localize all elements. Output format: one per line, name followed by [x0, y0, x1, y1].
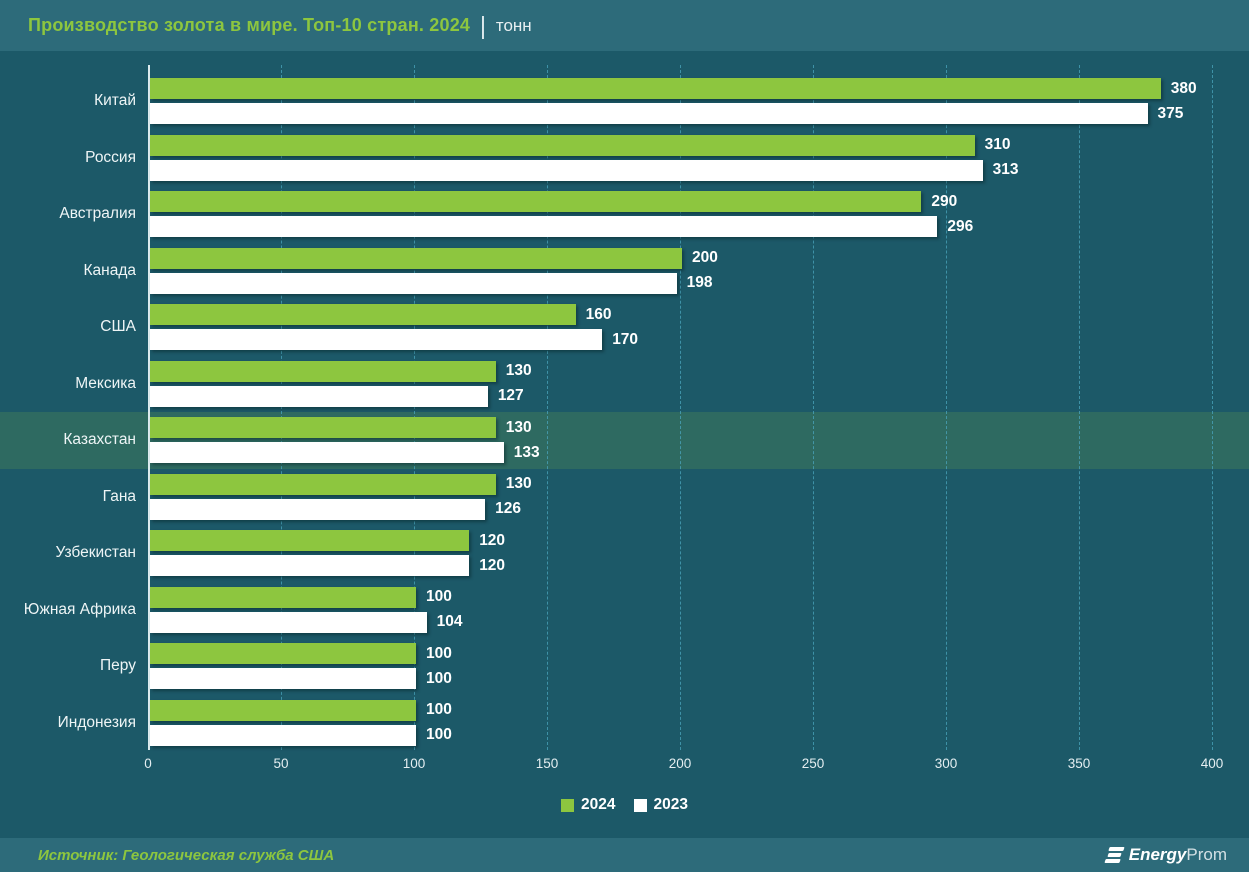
- x-tick-50: 50: [273, 756, 289, 771]
- value-label-2024-Китай: 380: [1170, 79, 1197, 97]
- legend-swatch-2024: [561, 798, 575, 812]
- value-label-2023-Гана: 126: [495, 500, 522, 517]
- x-tick-400: 400: [1200, 756, 1224, 771]
- value-label-2023-Казахстан: 133: [513, 443, 540, 461]
- category-label-Гана: Гана: [102, 487, 136, 505]
- value-label-2024-Гана: 130: [505, 475, 532, 492]
- bar-2023-Индонезия: [150, 724, 416, 746]
- gridline-350: [1079, 65, 1080, 750]
- value-label-2023-Южная Африка: 104: [436, 613, 463, 630]
- category-label-Индонезия: Индонезия: [57, 713, 136, 731]
- value-label-2023-США: 170: [612, 330, 639, 348]
- category-label-Узбекистан: Узбекистан: [55, 544, 136, 561]
- legend: 2024 2023: [0, 794, 1249, 816]
- bar-2024-Южная Африка: [150, 586, 416, 608]
- value-label-2023-Австралия: 296: [947, 217, 974, 235]
- category-label-Мексика: Мексика: [75, 374, 136, 392]
- gridline-100: [414, 65, 415, 750]
- bar-2023-Казахстан: [150, 442, 504, 463]
- bar-2024-Узбекистан: [150, 530, 470, 551]
- gridline-150: [547, 65, 548, 750]
- bar-2023-Россия: [150, 159, 983, 181]
- bar-2024-Канада: [150, 247, 682, 269]
- legend-label-2023: 2023: [653, 796, 688, 813]
- bar-2023-Китай: [150, 103, 1148, 124]
- logo-text: EnergyProm: [1128, 845, 1227, 864]
- value-label-2024-Узбекистан: 120: [479, 531, 506, 549]
- category-label-Перу: Перу: [100, 657, 136, 674]
- value-label-2024-Казахстан: 130: [505, 418, 532, 436]
- bar-2024-Казахстан: [150, 417, 496, 438]
- value-label-2024-Индонезия: 100: [426, 701, 452, 718]
- title-separator: |: [480, 10, 486, 40]
- bar-2024-Индонезия: [150, 699, 416, 721]
- chart-unit-label: тонн: [495, 15, 532, 35]
- x-tick-150: 150: [535, 756, 559, 771]
- energyprom-logo: EnergyProm: [1104, 845, 1227, 865]
- chart-title: Производство золота в мире. Топ-10 стран…: [28, 15, 471, 35]
- value-label-2023-Китай: 375: [1157, 104, 1184, 122]
- category-label-США: США: [100, 318, 136, 335]
- x-tick-300: 300: [934, 756, 958, 771]
- value-label-2024-Перу: 100: [426, 644, 452, 662]
- value-label-2023-Индонезия: 100: [426, 726, 452, 743]
- value-label-2024-Канада: 200: [692, 249, 718, 266]
- value-label-2023-Перу: 100: [426, 669, 452, 687]
- category-label-Южная Африка: Южная Африка: [23, 600, 136, 618]
- gridline-250: [813, 65, 814, 750]
- value-label-2024-США: 160: [585, 305, 612, 323]
- bar-2023-Мексика: [150, 385, 488, 407]
- bar-2024-США: [150, 304, 576, 325]
- x-tick-0: 0: [144, 756, 152, 771]
- gridline-200: [680, 65, 681, 750]
- gridline-300: [946, 65, 947, 750]
- chart-area: Китай 380 375 Россия 310 313 Австралия 290 296 Ка…: [0, 51, 1249, 838]
- value-label-2023-Мексика: 127: [497, 387, 524, 404]
- chart-header: Производство золота в мире. Топ-10 стран…: [0, 0, 1249, 51]
- bar-2023-Австралия: [150, 216, 938, 237]
- x-tick-200: 200: [668, 756, 692, 771]
- x-tick-100: 100: [402, 756, 426, 771]
- bar-2023-Узбекистан: [150, 555, 470, 576]
- category-label-Австралия: Австралия: [59, 205, 136, 222]
- value-label-2024-Австралия: 290: [931, 192, 958, 210]
- bar-2024-Перу: [150, 643, 416, 664]
- category-label-Россия: Россия: [85, 148, 136, 166]
- gridline-400: [1212, 65, 1213, 750]
- bar-2024-Мексика: [150, 360, 496, 382]
- category-label-Канада: Канада: [83, 261, 137, 279]
- bar-2024-Гана: [150, 473, 496, 495]
- bar-2023-США: [150, 329, 603, 350]
- category-label-Казахстан: Казахстан: [63, 431, 136, 448]
- y-axis-line: [148, 65, 150, 750]
- energyprom-logo-icon: [1104, 847, 1125, 863]
- legend-item-2024: 2024: [561, 796, 616, 814]
- category-label-Китай: Китай: [94, 92, 136, 109]
- legend-item-2023: 2023: [633, 796, 688, 814]
- value-label-2023-Канада: 198: [686, 274, 713, 291]
- bar-2024-Россия: [150, 134, 975, 156]
- bar-2024-Китай: [150, 78, 1161, 99]
- legend-swatch-2023: [633, 798, 647, 812]
- bar-2024-Австралия: [150, 191, 922, 212]
- gridline-50: [281, 65, 282, 750]
- value-label-2023-Россия: 313: [992, 161, 1019, 178]
- x-tick-350: 350: [1067, 756, 1091, 771]
- x-tick-250: 250: [801, 756, 825, 771]
- source-label: Источник: Геологическая служба США: [38, 846, 335, 864]
- legend-label-2024: 2024: [581, 796, 616, 813]
- value-label-2024-Южная Африка: 100: [426, 588, 452, 605]
- bar-2023-Южная Африка: [150, 611, 427, 633]
- value-label-2024-Мексика: 130: [505, 362, 532, 379]
- value-label-2023-Узбекистан: 120: [479, 556, 506, 574]
- bar-2023-Гана: [150, 498, 486, 520]
- value-label-2024-Россия: 310: [984, 136, 1011, 153]
- bar-2023-Перу: [150, 668, 416, 689]
- chart-footer: Источник: Геологическая служба США Energ…: [0, 838, 1249, 872]
- bar-2023-Канада: [150, 272, 677, 294]
